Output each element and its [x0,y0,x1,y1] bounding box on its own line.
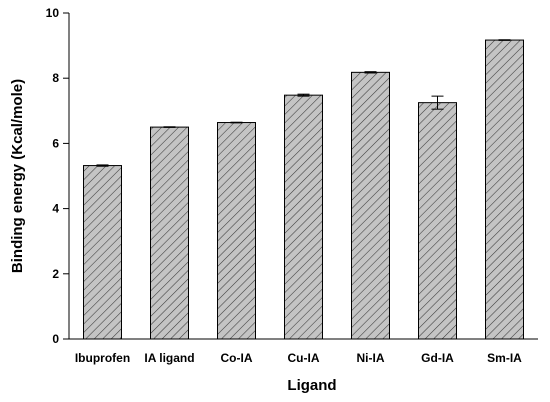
bar [418,102,457,340]
x-tick-label: IA ligand [144,351,194,365]
x-tick-label: Sm-IA [487,351,522,365]
x-axis-title: Ligand [287,377,336,394]
bar [150,126,189,340]
y-tick-label: 0 [52,332,59,346]
y-tick-label: 10 [46,6,60,20]
y-tick-label: 4 [52,202,59,216]
bar [284,94,323,340]
y-tick-label: 8 [52,71,59,85]
x-tick-label: Cu-IA [288,351,320,365]
y-tick-label: 6 [52,136,59,150]
y-tick-label: 2 [52,267,59,281]
plot-area: 0 2 4 6 8 10 Ibuprofen IA ligand Co-IA Cu-IA Ni-IA… [46,6,538,365]
x-tick-label: Ni-IA [357,351,385,365]
x-tick-label: Gd-IA [421,351,454,365]
bar [83,165,122,340]
x-tick-label: Co-IA [221,351,253,365]
x-tick-label: Ibuprofen [75,351,130,365]
bar [217,122,256,340]
bar [351,71,390,340]
bar [485,39,524,340]
y-axis-title: Binding energy (Kcal/mole) [9,79,26,273]
